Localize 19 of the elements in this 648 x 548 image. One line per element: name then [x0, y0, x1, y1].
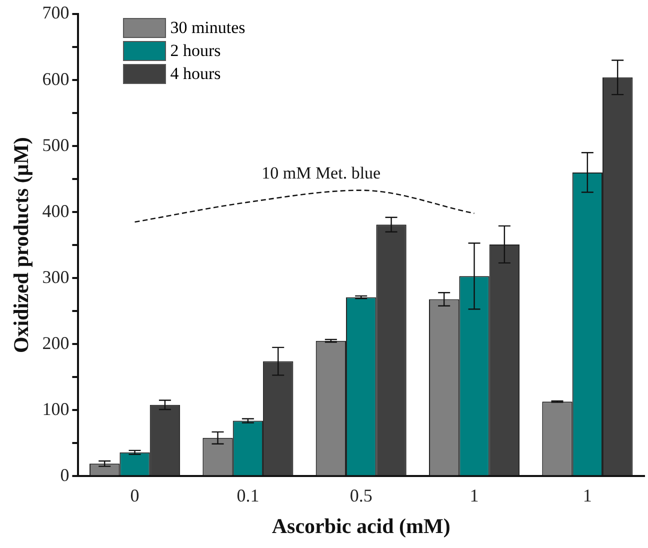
x-tick-label: 1 — [470, 486, 479, 506]
y-tick-label: 400 — [42, 200, 70, 221]
x-axis-title: Ascorbic acid (mM) — [272, 514, 450, 538]
x-tick-label: 0.5 — [350, 486, 372, 506]
legend-label: 4 hours — [170, 63, 221, 85]
x-tick-label: 0.1 — [236, 486, 260, 506]
legend-label: 30 minutes — [170, 17, 246, 39]
y-tick-label: 300 — [42, 266, 70, 287]
x-tick-label: 0 — [130, 486, 140, 506]
series-label: 10 mM Met. blue — [262, 163, 381, 182]
x-tick-label: 1 — [582, 486, 592, 506]
y-tick-label: 0 — [60, 464, 70, 485]
y-axis-title: Oxidized products (µM) — [9, 137, 34, 354]
y-tick-label: 500 — [42, 134, 70, 155]
y-tick-label: 700 — [42, 2, 70, 23]
y-tick-label: 100 — [42, 398, 70, 419]
y-tick-label: 600 — [42, 68, 70, 89]
y-tick-label: 200 — [42, 332, 70, 353]
legend-label: 2 hours — [170, 40, 221, 62]
